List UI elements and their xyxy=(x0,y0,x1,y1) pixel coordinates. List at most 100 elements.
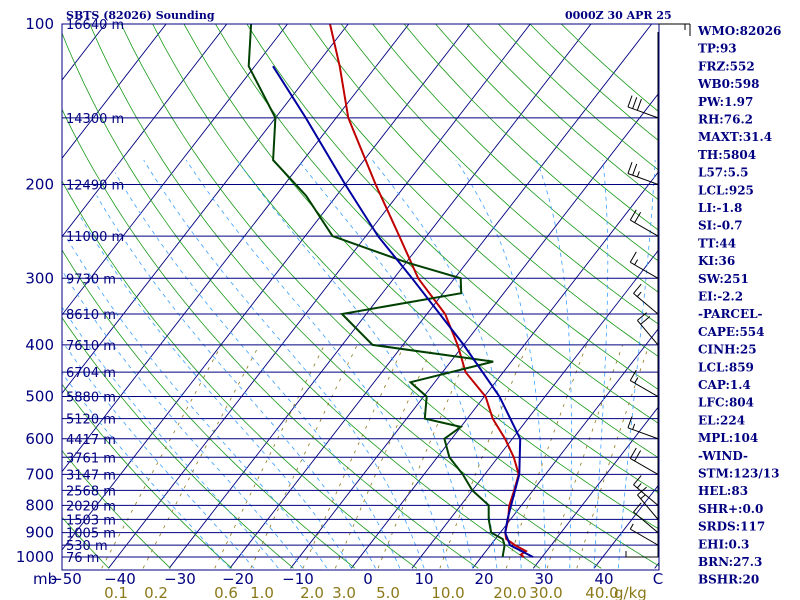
stability-index: CINH:25 xyxy=(698,343,757,357)
height-label: 7610 m xyxy=(66,339,116,354)
height-labels: 16640 m 14300 m 12490 m 11000 m 9730 m 8610 m… xyxy=(66,18,124,566)
moist-adiabat-line xyxy=(80,216,352,569)
wind-barb-staff xyxy=(630,528,659,546)
wind-barb-staff xyxy=(627,173,659,185)
plot-frame xyxy=(61,23,660,571)
wind-barb xyxy=(629,369,659,397)
stability-index: SRDS:117 xyxy=(698,520,765,534)
stability-index: MPL:104 xyxy=(698,431,758,445)
wind-barb-flag xyxy=(640,494,646,500)
dry-adiabat-line xyxy=(529,24,659,142)
dry-adiabat-line xyxy=(246,24,659,425)
dewpoint-trace xyxy=(247,24,506,558)
stability-index: TT:44 xyxy=(698,236,736,250)
height-label: 530 m xyxy=(66,539,108,554)
wind-barb-staff xyxy=(633,293,659,315)
profile-traces xyxy=(247,24,534,558)
isotherm-line xyxy=(0,24,45,568)
wind-barb xyxy=(633,475,659,506)
dry-adiabat-line xyxy=(215,24,659,459)
isotherm-line xyxy=(108,24,531,569)
mixing-ratio-line xyxy=(142,344,260,569)
temperature-tick-label: 40 xyxy=(594,570,613,588)
stability-index: L57:5.5 xyxy=(698,166,748,180)
stability-index: LCL:859 xyxy=(698,360,754,374)
wind-barb-flag xyxy=(633,475,642,486)
pressure-tick-label: 200 xyxy=(25,175,54,193)
height-label: 5880 m xyxy=(66,391,116,406)
isotherm-line xyxy=(290,92,659,569)
height-label: 5120 m xyxy=(66,413,116,428)
temperature-tick-label: 20 xyxy=(474,570,493,588)
stability-index: CAP:1.4 xyxy=(698,378,751,392)
stability-index: BRN:27.3 xyxy=(698,555,762,569)
pressure-tick-label: 700 xyxy=(25,465,54,483)
wind-barb-flag xyxy=(634,450,642,462)
thermo-grid xyxy=(0,24,659,569)
wind-barb-flag xyxy=(636,98,642,111)
pressure-unit-label: mb xyxy=(33,570,57,588)
mixing-ratio-line xyxy=(377,344,473,569)
height-label: 1005 m xyxy=(66,527,116,542)
pressure-tick-labels: 100 200 300 400 500 600 700 800 900 1000 xyxy=(16,15,54,566)
isotherm-line xyxy=(62,24,288,316)
moist-adiabat-line xyxy=(371,159,522,569)
isotherm-line xyxy=(62,24,228,238)
mixing-ratio-label: 0.2 xyxy=(144,584,168,600)
moist-adiabat-line xyxy=(455,159,546,569)
mixing-ratio-labels: 0.1 0.2 0.6 1.0 2.0 3.0 5.0 10.0 20.0 30.0 40.0 xyxy=(104,584,619,600)
temperature-tick-label: −20 xyxy=(222,570,254,588)
mixing-ratio-label: 2.0 xyxy=(300,584,324,600)
stability-index: BSHR:20 xyxy=(698,573,759,587)
temperature-tick-label: −40 xyxy=(104,570,136,588)
dry-adiabat-line xyxy=(372,24,659,294)
stability-indices: WMO:82026 TP:93 FRZ:552 WB0:598 PW:1.97 RH:76… xyxy=(697,24,781,587)
mixing-ratio-label: 5.0 xyxy=(376,584,400,600)
mixing-ratio-line xyxy=(439,344,528,569)
moist-adiabat-line xyxy=(114,172,401,569)
dry-adiabat-line xyxy=(340,24,659,326)
temperature-tick-label: C xyxy=(653,570,663,588)
temperature-tick-label: −30 xyxy=(164,570,196,588)
wind-barb-flag xyxy=(633,502,642,513)
wind-barb-flag xyxy=(636,291,642,297)
chart-title-station: SBTS (82026) Sounding xyxy=(66,9,215,22)
wind-barb xyxy=(627,162,659,185)
stability-index: EL:224 xyxy=(698,413,745,427)
temperature-tick-labels: −50 −40 −30 −20 −10 0 10 20 30 40 C xyxy=(50,570,663,588)
pressure-tick-label: 900 xyxy=(25,524,54,542)
stability-index: KI:36 xyxy=(698,254,735,268)
pressure-tick-label: 600 xyxy=(25,430,54,448)
mixing-ratio-label: 3.0 xyxy=(332,584,356,600)
wind-barb xyxy=(637,486,659,520)
stability-index: CAPE:554 xyxy=(698,325,765,339)
dry-adiabat-line xyxy=(278,24,659,391)
wind-barb-staff xyxy=(630,458,659,475)
wind-barb-flag xyxy=(640,316,651,325)
wind-barb-flag xyxy=(632,163,638,176)
isotherm-line xyxy=(62,24,470,551)
moist-adiabat-line xyxy=(617,160,656,569)
mixing-ratio-line xyxy=(576,344,650,569)
stability-index: TP:93 xyxy=(698,42,737,56)
wind-barb-flag xyxy=(632,97,638,109)
wind-barb xyxy=(629,209,659,237)
moist-adiabat-line xyxy=(536,159,572,569)
dry-adiabat-line xyxy=(62,249,356,569)
wind-barb-staff xyxy=(627,427,659,440)
wind-barb xyxy=(629,447,659,475)
wind-barb-staff xyxy=(627,106,659,119)
mixing-ratio-line xyxy=(546,344,624,569)
pressure-tick-label: 800 xyxy=(25,496,54,514)
mixing-ratio-label: 0.1 xyxy=(104,584,128,600)
moist-adiabat-line xyxy=(593,160,609,569)
mixing-ratio-label: 40.0 xyxy=(585,584,618,600)
wind-barb-staff xyxy=(630,261,659,279)
isobar-lines xyxy=(62,117,659,558)
dry-adiabat-line xyxy=(403,24,659,262)
temperature-tick-label: 0 xyxy=(363,570,373,588)
wind-barb-flag xyxy=(627,95,633,108)
stability-index: LI:-1.8 xyxy=(698,201,742,215)
dry-adiabat-line xyxy=(89,24,602,569)
